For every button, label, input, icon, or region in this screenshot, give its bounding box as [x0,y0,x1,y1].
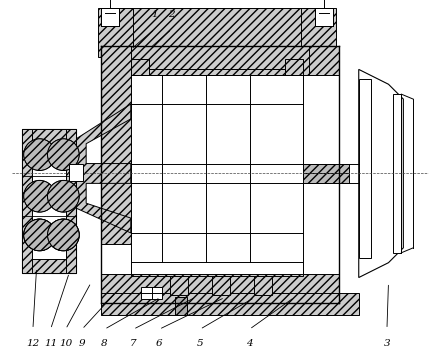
Circle shape [47,219,79,251]
Circle shape [24,139,56,170]
Bar [148,69,162,238]
Bar [98,8,133,57]
Text: 8: 8 [101,339,108,348]
Bar [171,275,188,295]
Text: 1: 1 [151,10,158,19]
Text: 4: 4 [246,339,253,348]
Bar [394,94,401,253]
Bar [131,75,303,274]
Bar [148,69,286,85]
Bar [101,293,359,315]
Bar [141,287,162,299]
Bar [22,259,76,273]
Bar [254,275,272,295]
Circle shape [24,180,56,212]
Bar [212,275,230,295]
Text: 10: 10 [59,339,72,348]
Bar [101,274,339,303]
Circle shape [24,219,56,251]
Text: 3: 3 [384,339,390,348]
Bar [131,258,303,275]
Text: 12: 12 [26,339,39,348]
Text: 9: 9 [79,339,85,348]
Text: 2: 2 [168,10,175,19]
Bar [175,298,187,315]
Bar [69,163,83,181]
Text: 6: 6 [156,339,162,348]
Polygon shape [359,69,403,278]
Bar [101,8,333,46]
Bar [309,46,339,75]
Circle shape [47,180,79,212]
Text: 7: 7 [130,339,136,348]
Bar [22,129,76,273]
Polygon shape [76,104,131,233]
Bar [359,79,371,258]
Circle shape [24,219,56,251]
Bar [22,129,76,143]
Bar [236,69,250,238]
Bar [131,174,349,183]
Bar [101,46,131,244]
Bar [101,8,119,26]
Bar [148,222,286,238]
Circle shape [47,219,79,251]
Bar [315,8,333,26]
Bar [272,69,286,238]
Bar [131,163,349,174]
Bar [101,46,339,75]
Bar [286,60,303,238]
Circle shape [47,139,79,170]
Text: 11: 11 [44,339,57,348]
Bar [131,60,148,238]
Text: 5: 5 [197,339,203,348]
Bar [301,8,336,57]
Bar [22,129,32,273]
Bar [66,129,76,273]
Bar [192,69,206,238]
